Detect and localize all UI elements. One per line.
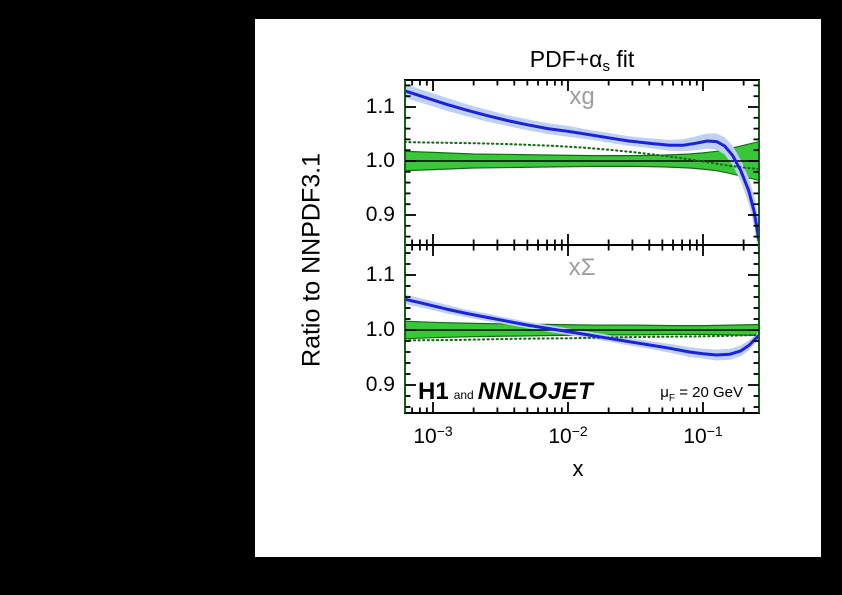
y-tick-label: 0.9 bbox=[365, 203, 395, 226]
y-tick-label: 1.0 bbox=[365, 318, 395, 341]
and-text: and bbox=[453, 388, 474, 402]
panel-label-xsigma: xΣ bbox=[568, 254, 596, 281]
mu-f-annotation: μF = 20 GeV bbox=[660, 384, 743, 404]
x-axis-title: x bbox=[572, 456, 584, 481]
nnlojet-logo: NNLOJET bbox=[477, 378, 594, 405]
alpha-symbol: α bbox=[589, 46, 603, 72]
panel-label-xg: xg bbox=[569, 83, 595, 110]
x-tick-label: 10−2 bbox=[548, 423, 588, 448]
mu-subscript: F bbox=[668, 393, 676, 404]
y-tick-label: 0.9 bbox=[365, 373, 395, 396]
x-tick-label: 10−3 bbox=[413, 423, 453, 448]
mu-symbol: μ bbox=[660, 384, 669, 401]
title-prefix: PDF+ bbox=[529, 46, 590, 72]
alpha-subscript: s bbox=[602, 58, 610, 75]
y-axis-title: Ratio to NNPDF3.1 bbox=[297, 153, 326, 367]
h1-logo: H1 bbox=[418, 378, 449, 405]
title-suffix: fit bbox=[609, 46, 635, 72]
y-tick-label: 1.1 bbox=[365, 95, 395, 118]
watermark-h1-nnlojet: H1 and NNLOJET bbox=[418, 378, 593, 406]
x-tick-label: 10−1 bbox=[683, 423, 723, 448]
figure-canvas: PDF+αs fit xg xΣ Ratio to NNPDF3.1 x 1.1… bbox=[255, 19, 821, 557]
y-tick-label: 1.0 bbox=[365, 149, 395, 172]
mu-value: = 20 GeV bbox=[675, 384, 743, 401]
ratio-plot bbox=[404, 79, 760, 414]
plot-title: PDF+αs fit bbox=[405, 46, 759, 75]
y-tick-label: 1.1 bbox=[365, 263, 395, 286]
